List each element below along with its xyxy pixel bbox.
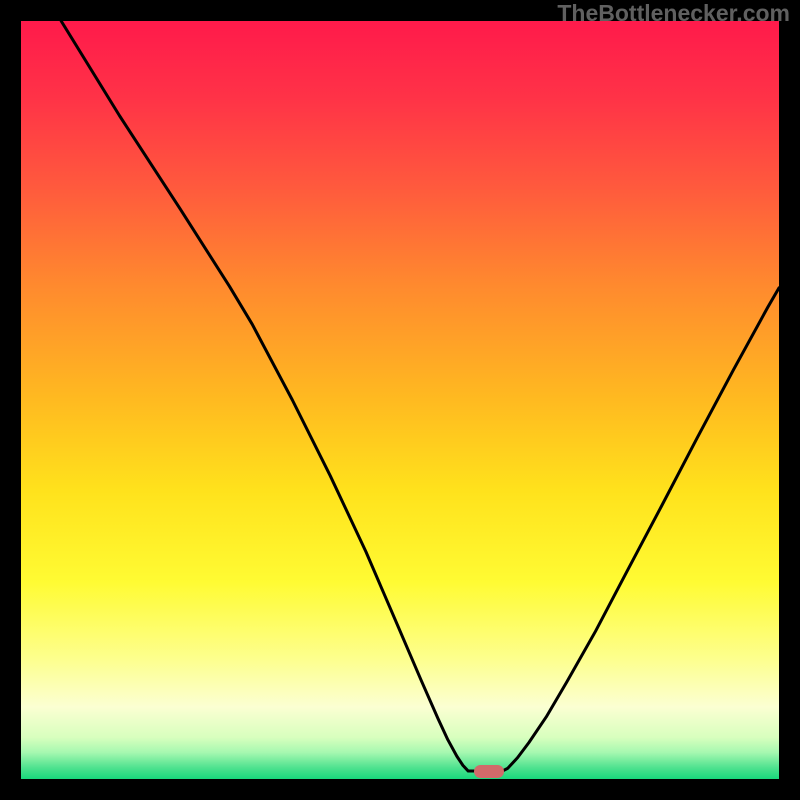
chart-container: TheBottlenecker.com: [0, 0, 800, 800]
plot-area: [21, 21, 779, 779]
bottleneck-curve: [21, 21, 779, 779]
watermark-text: TheBottlenecker.com: [557, 0, 790, 27]
optimum-marker: [474, 765, 504, 778]
